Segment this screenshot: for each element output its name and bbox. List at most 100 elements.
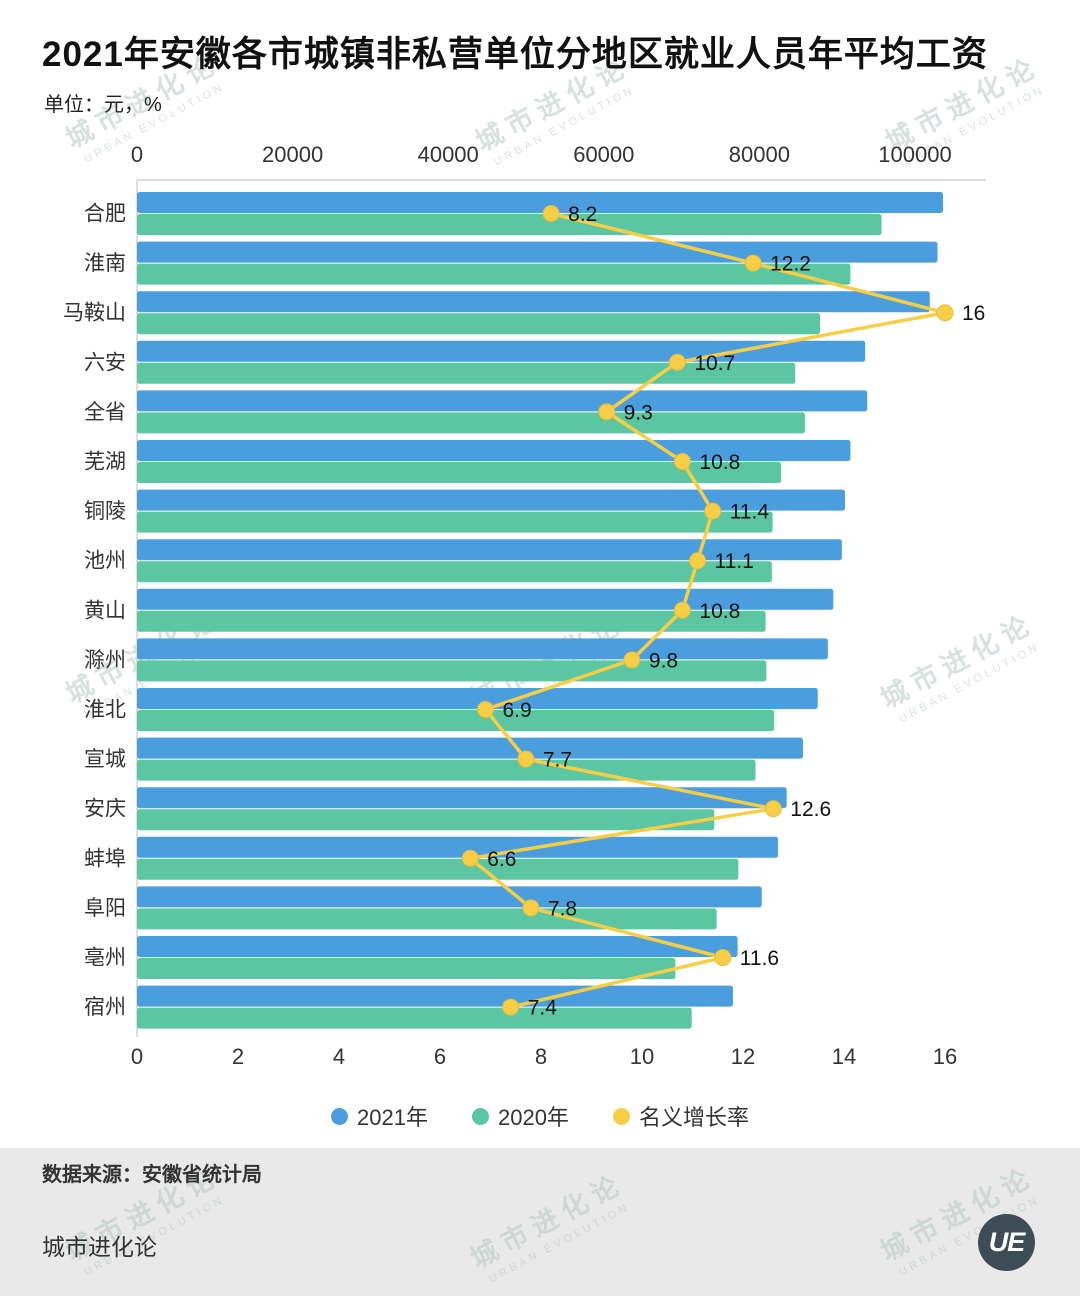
growth-value-label: 6.6	[487, 848, 516, 871]
bar-2020-8	[137, 610, 766, 632]
growth-value-label: 9.3	[624, 401, 653, 424]
city-label: 马鞍山	[63, 302, 126, 325]
bar-2020-4	[137, 412, 805, 434]
bar-2021-9	[137, 638, 828, 660]
city-label: 全省	[84, 401, 126, 424]
growth-point-12	[764, 800, 782, 818]
wage-tick-label: 60000	[573, 142, 634, 167]
growth-tick-label: 0	[131, 1044, 143, 1069]
growth-value-label: 7.7	[543, 749, 572, 772]
bar-2020-3	[137, 362, 796, 384]
growth-value-label: 16	[962, 302, 985, 325]
bar-2020-6	[137, 511, 773, 533]
legend-label-2020: 2020年	[497, 1105, 569, 1130]
bar-2021-2	[137, 291, 930, 313]
growth-point-11	[517, 750, 535, 768]
wage-tick-label: 80000	[729, 142, 790, 167]
growth-tick-label: 10	[630, 1044, 654, 1069]
growth-point-6	[704, 502, 722, 520]
city-label: 淮北	[84, 699, 126, 722]
bar-2021-16	[137, 985, 733, 1007]
growth-point-7	[689, 552, 707, 570]
bar-2021-14	[137, 886, 762, 908]
ue-logo: UE	[978, 1214, 1035, 1271]
growth-tick-label: 2	[232, 1044, 244, 1069]
growth-value-label: 12.2	[770, 253, 811, 276]
growth-point-2	[936, 304, 954, 322]
bar-2020-9	[137, 660, 767, 682]
growth-tick-label: 14	[832, 1044, 856, 1069]
data-source: 数据来源：安徽省统计局	[42, 1164, 262, 1186]
legend-dot-2021	[331, 1107, 349, 1125]
growth-point-13	[461, 849, 479, 867]
legend-label-2021: 2021年	[357, 1105, 428, 1130]
growth-tick-label: 12	[731, 1044, 755, 1069]
city-label: 淮南	[84, 252, 126, 275]
bar-2021-10	[137, 688, 818, 709]
growth-point-8	[673, 601, 691, 619]
growth-point-10	[476, 701, 494, 718]
bar-2020-2	[137, 313, 821, 335]
growth-point-15	[714, 949, 732, 966]
legend-dot-2020	[471, 1107, 489, 1125]
wage-tick-label: 40000	[418, 142, 479, 167]
bar-2021-12	[137, 787, 787, 809]
growth-point-9	[623, 651, 641, 669]
wage-tick-label: 0	[131, 142, 143, 167]
growth-value-label: 7.4	[528, 997, 558, 1020]
bar-2020-12	[137, 809, 715, 831]
bar-2021-7	[137, 539, 842, 561]
legend-item-2021: 2021年	[331, 1100, 428, 1132]
bar-2021-3	[137, 340, 866, 362]
bar-2021-5	[137, 440, 851, 461]
bar-2020-5	[137, 462, 782, 483]
city-label: 合肥	[84, 203, 126, 226]
bar-2021-11	[137, 737, 803, 759]
city-label: 亳州	[84, 947, 126, 970]
legend-item-growth: 名义增长率	[612, 1100, 749, 1132]
city-label: 芜湖	[84, 451, 126, 474]
growth-tick-label: 4	[333, 1044, 345, 1069]
growth-tick-label: 6	[434, 1044, 446, 1069]
bar-2020-11	[137, 759, 756, 781]
growth-value-label: 10.8	[699, 451, 740, 474]
growth-point-3	[668, 353, 686, 371]
wage-tick-label: 100000	[878, 142, 951, 167]
legend-label-growth: 名义增长率	[638, 1105, 749, 1130]
bar-2021-8	[137, 588, 834, 610]
footer-band	[0, 1148, 1080, 1296]
city-label: 安庆	[84, 798, 126, 821]
city-label: 六安	[84, 351, 126, 374]
growth-value-label: 11.1	[715, 550, 754, 573]
bar-2021-4	[137, 390, 868, 412]
city-label: 滁州	[84, 649, 126, 672]
bar-2020-7	[137, 561, 772, 583]
city-label: 蚌埠	[84, 847, 126, 870]
legend-item-2020: 2020年	[471, 1100, 569, 1132]
growth-value-label: 10.8	[699, 600, 740, 623]
logo-monogram: UE	[988, 1227, 1026, 1257]
legend-dot-growth	[612, 1107, 630, 1125]
growth-value-label: 7.8	[548, 897, 577, 920]
bar-2020-1	[137, 263, 851, 285]
bar-2020-14	[137, 908, 717, 930]
growth-value-label: 12.6	[790, 798, 831, 821]
bar-2021-15	[137, 936, 738, 957]
bar-2021-13	[137, 836, 779, 858]
growth-value-label: 11.4	[730, 501, 770, 524]
growth-point-16	[502, 998, 520, 1016]
growth-point-4	[598, 403, 616, 421]
growth-value-label: 9.8	[649, 649, 678, 672]
page-title: 2021年安徽各市城镇非私营单位分地区就业人员年平均工资	[42, 35, 988, 74]
growth-value-label: 11.6	[740, 947, 779, 970]
growth-value-label: 6.9	[502, 699, 531, 722]
city-label: 阜阳	[84, 897, 126, 920]
growth-value-label: 8.2	[568, 203, 597, 226]
city-label: 黄山	[84, 599, 126, 622]
city-label: 铜陵	[84, 500, 126, 523]
growth-value-label: 10.7	[694, 352, 735, 375]
bar-2021-6	[137, 489, 845, 511]
bar-2020-16	[137, 1007, 692, 1029]
